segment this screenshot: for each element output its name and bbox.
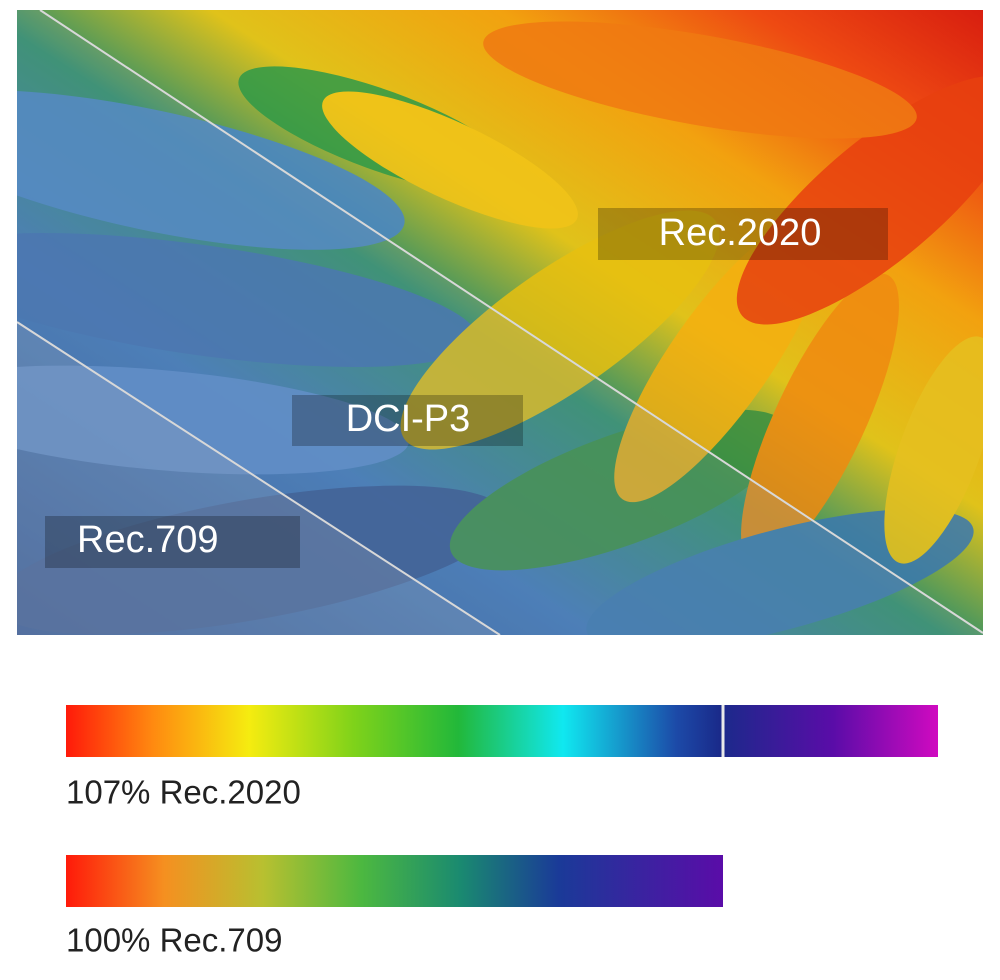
- gamut-label: DCI-P3: [346, 398, 471, 440]
- gamut-bar: [66, 705, 938, 757]
- bar-caption: 107% Rec.2020: [66, 774, 301, 811]
- gamut-label: Rec.709: [77, 519, 219, 561]
- bar-caption: 100% Rec.709: [66, 922, 282, 959]
- feather-photo: [17, 10, 983, 635]
- gamut-label: Rec.2020: [659, 212, 822, 254]
- gamut-bar: [66, 855, 723, 907]
